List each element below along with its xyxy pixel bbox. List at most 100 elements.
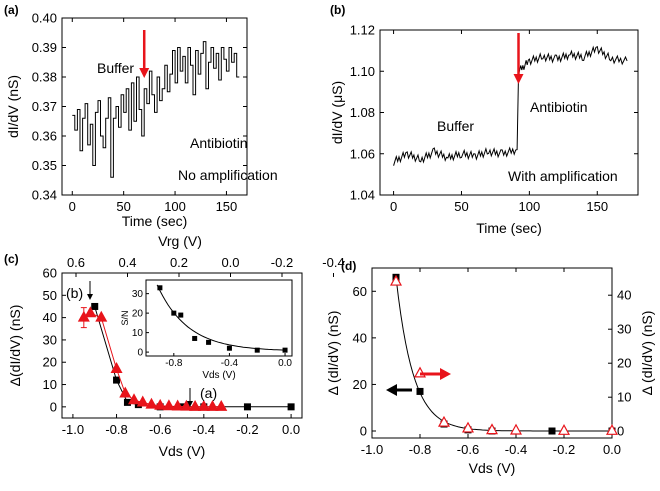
panel-b-antibiotin: Antibiotin bbox=[530, 99, 588, 115]
panel-c-inset-point bbox=[192, 335, 198, 341]
panel-a-ylabel: dI/dV (nS) bbox=[5, 75, 21, 138]
panel-d-left-arrow-head bbox=[386, 384, 397, 396]
panel-a-x-ticklabel: 50 bbox=[116, 199, 130, 214]
panel-b-y-ticklabel: 1.12 bbox=[350, 23, 375, 38]
panel-a-y-ticklabel: 0.34 bbox=[32, 188, 57, 203]
panel-c-x-ticklabel: -0.2 bbox=[236, 422, 258, 437]
panel-c-triangle-point bbox=[136, 395, 149, 407]
panel-c-xlabel: Vds (V) bbox=[159, 443, 206, 459]
panel-c-top-ticklabel: 0.4 bbox=[118, 255, 136, 270]
panel-c-line-1 bbox=[83, 312, 222, 408]
panel-d-frame bbox=[371, 267, 613, 439]
panel-c-triangle-point bbox=[154, 398, 167, 410]
panel-a-y-ticklabel: 0.39 bbox=[32, 40, 57, 55]
panel-c-y-ticklabel: 60 bbox=[43, 266, 57, 281]
panel-c-inset-frame bbox=[145, 279, 293, 357]
panel-c-square-point bbox=[243, 403, 251, 411]
panel-c-inset-y-ticklabel: 20 bbox=[132, 309, 144, 320]
panel-b-y-ticklabel: 1.08 bbox=[350, 105, 375, 120]
panel-c-inset-point bbox=[226, 345, 232, 351]
panel-c-top-ticklabel: -0.4 bbox=[322, 255, 344, 270]
panel-c-y-ticklabel: 10 bbox=[43, 377, 57, 392]
panel-a-x-ticklabel: 0 bbox=[69, 199, 76, 214]
panel-b-ylabel: dI/dV (μS) bbox=[329, 81, 345, 144]
panel-c-x-ticklabel: -0.6 bbox=[149, 422, 171, 437]
panel-c-inset-y-ticklabel: 0 bbox=[137, 348, 143, 359]
panel-c-inset-ylabel: S/N bbox=[120, 310, 130, 325]
panel-b-y-ticklabel: 1.06 bbox=[350, 146, 375, 161]
panel-b-red-arrow-head bbox=[513, 74, 524, 84]
panel-c-top-ticklabel: 0.0 bbox=[221, 255, 239, 270]
panel-b-y-ticklabel: 1.10 bbox=[350, 64, 375, 79]
panel-a-y-ticklabel: 0.38 bbox=[32, 70, 57, 85]
panel-c-inset-point bbox=[206, 339, 212, 345]
panel-c-a-arrow-head bbox=[187, 401, 193, 407]
panel-c-x-ticklabel: -0.8 bbox=[105, 422, 127, 437]
panel-c-triangle-point bbox=[95, 310, 108, 322]
panel-b-trace bbox=[393, 45, 628, 166]
panel-c-top-ticklabel: 0.2 bbox=[170, 255, 188, 270]
panel-b-x-ticklabel: 50 bbox=[454, 199, 468, 214]
panel-d-y2-ticklabel: 30 bbox=[617, 322, 631, 337]
panel-c-x-ticklabel: -0.4 bbox=[193, 422, 215, 437]
panel-d-y2-ticklabel: 40 bbox=[617, 288, 631, 303]
panel-a-x-ticklabel: 150 bbox=[216, 199, 238, 214]
panel-c-inset-point bbox=[171, 310, 177, 316]
panel-d-triangle-point bbox=[437, 415, 451, 427]
panel-d-xlabel: Vds (V) bbox=[469, 460, 516, 476]
panel-d-y-ticklabel: 40 bbox=[353, 330, 367, 345]
panel-d-fit bbox=[395, 277, 612, 432]
panel-c-triangle-point bbox=[110, 362, 123, 373]
panel-b-x-ticklabel: 0 bbox=[390, 199, 397, 214]
panel-c-ylabel: Δ(dI/dV) (nS) bbox=[7, 305, 23, 387]
panel-d-triangle-point bbox=[485, 423, 499, 435]
panel-c-top-ticklabel: -0.2 bbox=[271, 255, 293, 270]
panel-d-x-ticklabel: -0.2 bbox=[553, 442, 575, 457]
panel-c-triangle-point bbox=[206, 399, 219, 411]
panel-c-square-point bbox=[91, 302, 99, 310]
panel-d-y-ticklabel: 60 bbox=[353, 284, 367, 299]
panel-c-triangle-point bbox=[197, 399, 210, 411]
panel-c-inset-point bbox=[282, 347, 288, 353]
panel-c-frame bbox=[61, 272, 303, 419]
panel-d-label: (d) bbox=[341, 259, 356, 273]
panel-d-square-point bbox=[548, 427, 556, 435]
panel-c-inset-point bbox=[254, 347, 260, 353]
panel-c-square-point bbox=[123, 398, 131, 406]
panel-d-x-ticklabel: 0.0 bbox=[603, 442, 621, 457]
panel-c-x-ticklabel: -1.0 bbox=[62, 422, 84, 437]
panel-b-withamp: With amplification bbox=[508, 168, 618, 184]
panel-d-x-ticklabel: -1.0 bbox=[361, 442, 383, 457]
panel-a-y-ticklabel: 0.35 bbox=[32, 158, 57, 173]
panel-c-y-ticklabel: 50 bbox=[43, 288, 57, 303]
panel-c-x-ticklabel: 0.0 bbox=[282, 422, 300, 437]
panel-c-triangle-point bbox=[84, 306, 97, 318]
panel-c-inset-point bbox=[178, 312, 184, 318]
panel-c-b-arrow-head bbox=[87, 294, 93, 300]
panel-b-x-ticklabel: 150 bbox=[586, 199, 608, 214]
panel-c-square-point bbox=[287, 403, 295, 411]
panel-d-triangle-point bbox=[605, 423, 619, 435]
panel-c-square-point bbox=[113, 376, 121, 384]
panel-b-x-ticklabel: 100 bbox=[519, 199, 541, 214]
panel-c-a-annotation: (a) bbox=[200, 385, 217, 401]
panel-a-red-arrow-head bbox=[139, 68, 150, 78]
panel-d-ylabel: Δ (dI/dV) (nS) bbox=[325, 311, 341, 396]
panel-d-y2-ticklabel: 0 bbox=[617, 424, 624, 439]
panel-d-x-ticklabel: -0.4 bbox=[505, 442, 527, 457]
panel-a-label: (a) bbox=[4, 3, 19, 17]
panel-a-y-ticklabel: 0.40 bbox=[32, 11, 57, 26]
panel-c-y-ticklabel: 0 bbox=[50, 399, 57, 414]
panel-c-triangle-point bbox=[127, 393, 141, 405]
panel-a-buffer: Buffer bbox=[97, 60, 134, 76]
panel-c-b-annotation: (b) bbox=[66, 285, 83, 301]
panel-c-inset-fit bbox=[156, 284, 286, 351]
panel-a-x-ticklabel: 100 bbox=[164, 199, 186, 214]
panel-c-top-xlabel: Vrg (V) bbox=[158, 233, 202, 249]
panel-d-x-ticklabel: -0.8 bbox=[409, 442, 431, 457]
panel-c-inset-x-ticklabel: -0.8 bbox=[165, 358, 183, 369]
panel-a-noamp: No amplification bbox=[178, 167, 278, 183]
panel-c-inset-x-ticklabel: 0.0 bbox=[278, 358, 292, 369]
panel-b-buffer: Buffer bbox=[437, 118, 474, 134]
